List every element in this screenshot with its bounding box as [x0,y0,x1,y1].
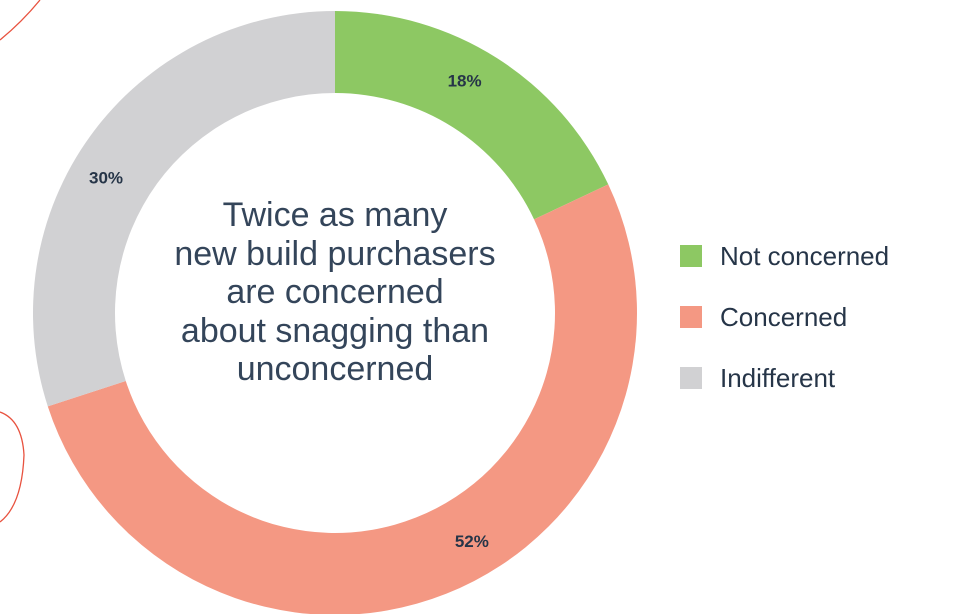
legend-label-indifferent: Indifferent [720,362,836,393]
legend: Not concerned Concerned Indifferent [680,236,889,419]
center-line-3: are concerned [226,273,444,311]
slice-label-concerned: 52% [455,532,489,551]
slice-indifferent [32,11,336,407]
legend-item-concerned: Concerned [680,297,889,337]
center-line-2: new build purchasers [174,234,496,273]
center-line-4: about snagging than [180,311,490,350]
legend-label-not-concerned: Not concerned [720,240,890,271]
legend-item-not-concerned: Not concerned [680,236,889,276]
slice-label-not-concerned: 18% [448,72,482,91]
legend-item-indifferent: Indifferent [680,358,889,398]
slice-label-indifferent: 30% [89,169,123,188]
legend-swatch-indifferent [680,367,702,389]
legend-label-concerned: Concerned [720,301,848,332]
decorative-curve-top [0,0,41,41]
legend-swatch-concerned [680,306,702,328]
slice-labels: 18% 52% 30% [89,72,489,551]
center-annotation: Twice as many new build purchasers are c… [128,196,542,389]
center-line-5: unconcerned [236,350,434,388]
slice-concerned [47,184,637,614]
donut-slices [32,11,637,614]
legend-swatch-not-concerned [680,245,702,267]
decorative-curve-left [0,411,25,523]
slice-not-concerned [335,11,609,220]
center-line-1: Twice as many [222,196,448,234]
